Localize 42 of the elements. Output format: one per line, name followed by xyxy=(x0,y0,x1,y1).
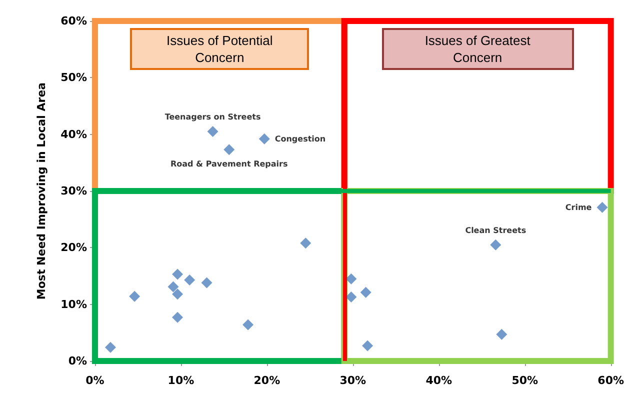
point xyxy=(490,239,502,250)
y-tick-label: 20% xyxy=(60,241,87,254)
y-tick-label: 0% xyxy=(68,354,87,368)
point xyxy=(360,286,372,298)
caption-box: Issues of Potential Concern xyxy=(130,28,310,70)
point xyxy=(300,238,312,249)
point xyxy=(172,268,184,280)
point xyxy=(172,288,184,300)
y-axis-title: Most Need Improving in Local Area xyxy=(35,82,48,300)
data-label: Road & Pavement Repairs xyxy=(170,160,288,169)
point xyxy=(596,202,608,213)
point xyxy=(224,144,235,156)
y-tick-label: 60% xyxy=(60,14,87,28)
y-tick-label: 30% xyxy=(60,184,87,198)
x-tick-label: 60% xyxy=(598,374,624,387)
point xyxy=(172,312,184,323)
x-tick-label: 40% xyxy=(426,374,452,387)
data-label: Congestion xyxy=(274,134,326,144)
x-tick-label: 20% xyxy=(254,374,280,387)
point xyxy=(201,277,212,288)
x-tick-label: 0% xyxy=(86,374,104,387)
point xyxy=(207,126,218,137)
point xyxy=(346,291,357,302)
point xyxy=(258,133,270,144)
x-tick-label: 30% xyxy=(340,374,366,387)
point xyxy=(242,319,254,330)
y-tick-label: 50% xyxy=(60,71,87,84)
caption-box: Issues of Greatest Concern xyxy=(382,28,574,70)
x-tick-label: 50% xyxy=(512,374,538,387)
data-label: Clean Streets xyxy=(465,226,526,235)
y-tick-label: 40% xyxy=(60,128,87,141)
x-tick-label: 10% xyxy=(168,374,194,387)
point xyxy=(362,340,374,352)
point xyxy=(346,273,357,284)
point xyxy=(168,281,179,292)
data-label: Crime xyxy=(565,202,592,212)
point xyxy=(184,274,196,286)
point xyxy=(104,342,116,353)
point xyxy=(129,290,140,302)
data-label: Teenagers on Streets xyxy=(164,112,261,122)
y-tick-label: 10% xyxy=(60,298,87,311)
point xyxy=(496,328,508,340)
